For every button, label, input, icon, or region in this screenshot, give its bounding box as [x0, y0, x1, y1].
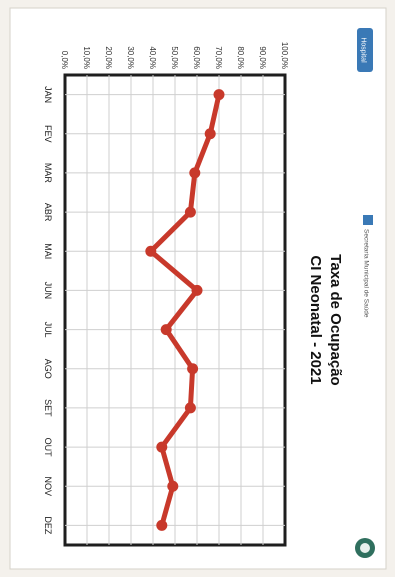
- data-point-out: [156, 441, 168, 453]
- y-tick-label: 90,0%: [258, 46, 267, 69]
- x-tick-label: NOV: [43, 476, 53, 496]
- plot-area: [63, 73, 287, 547]
- y-axis-ticks: 0,0% 10,0% 20,0% 30,0% 40,0% 50,0% 60,0% 70,0% 8…: [60, 42, 289, 69]
- x-tick-label: MAI: [43, 243, 53, 259]
- data-point-dez: [156, 519, 168, 531]
- x-tick-label: JUL: [43, 322, 53, 338]
- y-tick-label: 0,0%: [60, 51, 69, 69]
- seal-logo-inner: [360, 543, 370, 553]
- data-point-abr: [184, 206, 196, 218]
- grid-layer: [65, 75, 285, 545]
- y-tick-label: 10,0%: [82, 46, 91, 69]
- x-tick-label: SET: [43, 399, 53, 417]
- data-point-jul: [160, 324, 172, 336]
- institution-logo-text: Secretaria Municipal de Saúde: [363, 229, 370, 318]
- x-tick-label: AGO: [43, 359, 53, 379]
- x-tick-label: ABR: [43, 203, 53, 222]
- y-tick-label: 70,0%: [214, 46, 223, 69]
- institution-logo-icon: [363, 215, 373, 225]
- chart-title: Taxa de Ocupação: [327, 254, 344, 385]
- x-tick-label: MAR: [43, 163, 53, 184]
- chart-subtitle: CI Neonatal - 2021: [307, 255, 324, 384]
- data-point-mai: [145, 245, 157, 257]
- data-point-jun: [191, 284, 203, 296]
- data-point-fev: [204, 128, 216, 140]
- hospital-logo-text: Hospital: [360, 37, 367, 63]
- hospital-logo-badge: [357, 28, 373, 72]
- x-tick-label: FEV: [43, 125, 53, 143]
- data-point-set: [184, 402, 196, 414]
- marker-layer: [145, 89, 225, 531]
- y-tick-label: 50,0%: [170, 46, 179, 69]
- x-tick-label: JUN: [43, 282, 53, 300]
- header: Hospital Secretaria Municipal de Saúde: [355, 28, 375, 558]
- y-tick-label: 40,0%: [148, 46, 157, 69]
- data-point-mar: [189, 167, 201, 179]
- data-point-nov: [167, 480, 179, 492]
- rotated-chart-group: Hospital Secretaria Municipal de Saúde T…: [43, 28, 375, 558]
- y-tick-label: 30,0%: [126, 46, 135, 69]
- x-tick-label: JAN: [43, 86, 53, 103]
- y-tick-label: 80,0%: [236, 46, 245, 69]
- series-line: [148, 92, 222, 528]
- y-tick-label: 100,0%: [280, 42, 289, 69]
- x-axis-ticks: JAN FEV MAR ABR MAI JUN JUL AGO SET OUT NOV DEZ: [43, 86, 53, 535]
- data-point-ago: [187, 363, 199, 375]
- data-point-jan: [213, 89, 225, 101]
- x-tick-label: OUT: [43, 438, 53, 458]
- y-tick-label: 60,0%: [192, 46, 201, 69]
- y-tick-label: 20,0%: [104, 46, 113, 69]
- x-tick-label: DEZ: [43, 516, 53, 535]
